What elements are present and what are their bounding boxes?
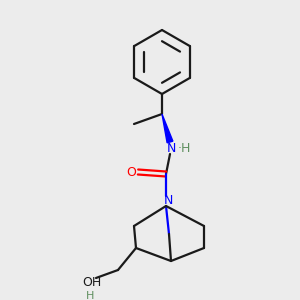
Text: H: H: [86, 291, 94, 300]
Text: N: N: [163, 194, 173, 208]
Text: ·H: ·H: [177, 142, 191, 155]
Text: OH: OH: [82, 277, 102, 290]
Polygon shape: [162, 114, 173, 143]
Text: N: N: [166, 142, 176, 155]
Text: O: O: [126, 166, 136, 178]
